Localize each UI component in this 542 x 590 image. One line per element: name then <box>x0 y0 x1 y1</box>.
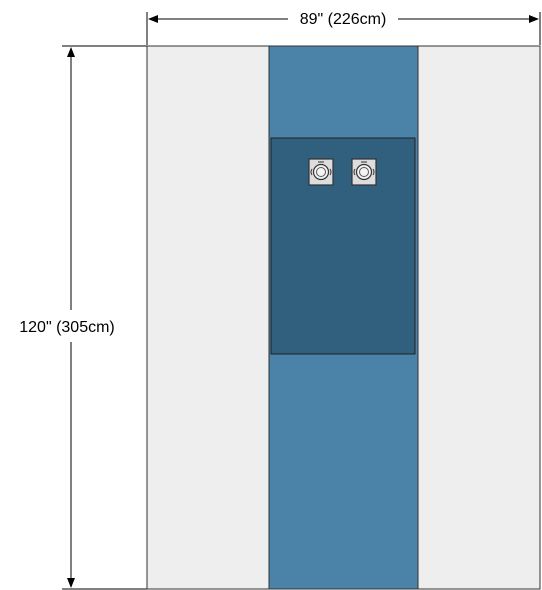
drape <box>146 45 541 590</box>
width-dimension: 89" (226cm) <box>146 11 541 45</box>
height-label: 120" (305cm) <box>19 319 115 336</box>
width-label: 89" (226cm) <box>300 11 387 28</box>
fluid-port-right-icon <box>351 158 377 186</box>
reinforced-area <box>270 137 416 355</box>
fluid-port-left-icon <box>308 158 334 186</box>
height-dimension: 120" (305cm) <box>19 45 147 590</box>
